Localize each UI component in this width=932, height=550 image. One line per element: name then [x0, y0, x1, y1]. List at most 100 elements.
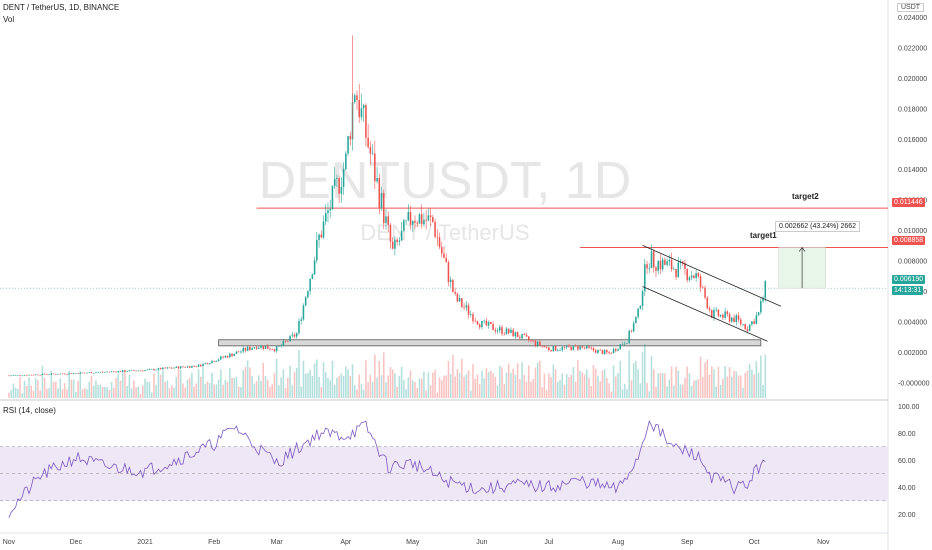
candle-body[interactable]: [677, 262, 680, 278]
candle-body[interactable]: [101, 371, 104, 373]
candle-body[interactable]: [157, 368, 160, 370]
candle-body[interactable]: [61, 373, 64, 375]
candle-body[interactable]: [719, 314, 722, 317]
candle-body[interactable]: [374, 153, 376, 182]
price-pane[interactable]: [0, 35, 888, 398]
candle-body[interactable]: [519, 337, 521, 339]
candle-body[interactable]: [10, 375, 12, 377]
candle-body[interactable]: [735, 315, 738, 323]
candle-body[interactable]: [289, 335, 291, 342]
candle-body[interactable]: [213, 360, 215, 362]
candle-body[interactable]: [512, 329, 514, 337]
candle-body[interactable]: [287, 341, 289, 342]
candle-body[interactable]: [358, 99, 360, 118]
candle-body[interactable]: [179, 366, 182, 369]
candle-body[interactable]: [193, 365, 195, 367]
candle-body[interactable]: [229, 353, 231, 358]
candle-body[interactable]: [612, 349, 615, 354]
candle-body[interactable]: [188, 366, 191, 368]
candle-body[interactable]: [552, 346, 555, 352]
candle-body[interactable]: [255, 347, 258, 349]
candle-body[interactable]: [244, 348, 247, 351]
candle-body[interactable]: [728, 314, 731, 322]
candle-body[interactable]: [641, 291, 644, 306]
candle-body[interactable]: [521, 334, 523, 339]
candle-body[interactable]: [748, 324, 751, 331]
candle-body[interactable]: [454, 292, 456, 294]
candle-body[interactable]: [331, 185, 334, 209]
candle-body[interactable]: [559, 349, 561, 351]
candle-body[interactable]: [503, 333, 506, 335]
candle-body[interactable]: [260, 345, 262, 348]
candle-body[interactable]: [617, 349, 619, 351]
candle-body[interactable]: [474, 321, 477, 322]
candle-body[interactable]: [568, 345, 570, 347]
candle-body[interactable]: [275, 346, 278, 352]
rsi-label[interactable]: RSI (14, close): [3, 406, 56, 415]
candle-body[interactable]: [144, 370, 146, 372]
candle-body[interactable]: [48, 374, 50, 376]
candle-body[interactable]: [586, 346, 588, 349]
candle-body[interactable]: [159, 368, 162, 370]
candle-body[interactable]: [599, 349, 601, 351]
candle-body[interactable]: [347, 136, 349, 154]
candle-body[interactable]: [514, 332, 517, 337]
candle-body[interactable]: [414, 220, 416, 223]
candle-body[interactable]: [235, 351, 238, 354]
candle-body[interactable]: [501, 327, 503, 334]
channel-lower-line[interactable]: [642, 286, 768, 342]
candle-body[interactable]: [594, 350, 597, 353]
candle-body[interactable]: [173, 367, 175, 369]
candle-body[interactable]: [400, 230, 403, 241]
candle-body[interactable]: [137, 370, 140, 372]
candle-body[interactable]: [650, 251, 653, 269]
candle-body[interactable]: [427, 215, 430, 221]
candle-body[interactable]: [545, 347, 548, 348]
candle-body[interactable]: [362, 105, 365, 109]
candle-body[interactable]: [318, 234, 320, 240]
candle-body[interactable]: [615, 349, 617, 351]
volume-label[interactable]: Vol: [3, 15, 15, 24]
candle-body[interactable]: [708, 308, 711, 311]
candle-body[interactable]: [95, 372, 97, 374]
candle-body[interactable]: [133, 370, 135, 371]
candle-body[interactable]: [574, 345, 577, 347]
candle-body[interactable]: [557, 350, 559, 351]
candle-body[interactable]: [97, 372, 99, 373]
candle-body[interactable]: [14, 375, 17, 376]
candle-body[interactable]: [338, 178, 340, 194]
candle-body[interactable]: [222, 356, 224, 358]
target2-label[interactable]: target2: [792, 192, 819, 201]
candle-body[interactable]: [153, 369, 155, 371]
candle-body[interactable]: [619, 344, 622, 350]
candle-body[interactable]: [684, 263, 686, 269]
candle-body[interactable]: [298, 320, 300, 334]
candle-body[interactable]: [50, 373, 53, 375]
candle-body[interactable]: [646, 264, 648, 269]
candle-body[interactable]: [525, 335, 528, 337]
candle-body[interactable]: [753, 321, 755, 324]
currency-badge[interactable]: USDT: [897, 3, 925, 12]
candle-body[interactable]: [66, 374, 68, 375]
candle-body[interactable]: [307, 291, 309, 298]
candle-body[interactable]: [146, 369, 149, 371]
candle-body[interactable]: [333, 178, 336, 186]
candle-body[interactable]: [534, 340, 537, 346]
candle-body[interactable]: [610, 353, 613, 354]
candle-body[interactable]: [130, 370, 133, 371]
candle-body[interactable]: [63, 373, 66, 375]
candle-body[interactable]: [757, 312, 760, 316]
candle-body[interactable]: [496, 330, 499, 332]
candle-body[interactable]: [510, 329, 512, 334]
candle-body[interactable]: [242, 348, 244, 352]
candle-body[interactable]: [211, 360, 213, 364]
candle-body[interactable]: [409, 211, 412, 225]
candle-body[interactable]: [195, 366, 198, 367]
candle-body[interactable]: [681, 261, 684, 264]
candle-body[interactable]: [266, 346, 269, 349]
candle-body[interactable]: [581, 346, 584, 348]
candle-body[interactable]: [8, 375, 10, 377]
candle-body[interactable]: [498, 327, 501, 331]
candle-body[interactable]: [293, 334, 296, 337]
